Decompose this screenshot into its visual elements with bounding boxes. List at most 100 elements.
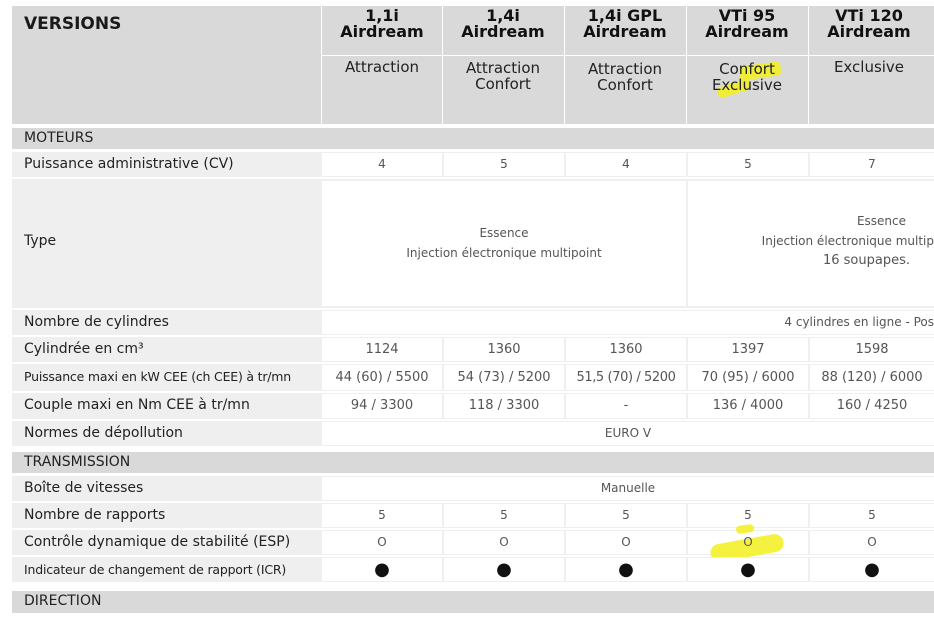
column-divider	[564, 6, 565, 124]
model-name: 1,1i	[365, 8, 399, 25]
value-cell: EURO V	[322, 422, 934, 445]
row-label: Puissance administrative (CV)	[24, 156, 234, 172]
trim-name: Confort	[475, 75, 531, 93]
section-direction: DIRECTION	[12, 591, 934, 613]
value-cell-highlighted: O	[688, 523, 808, 564]
value-cell: 5	[444, 504, 564, 527]
row-icr: Indicateur de changement de rapport (ICR…	[12, 557, 934, 582]
type-cell-left: Essence Injection électronique multipoin…	[322, 181, 686, 306]
row-cylindree: Cylindrée en cm³ 1124 1360 1360 1397 159…	[12, 337, 934, 362]
row-nombre-cylindres: Nombre de cylindres 4 cylindres en ligne…	[12, 310, 934, 335]
value-cell: 1124	[322, 338, 442, 361]
value-cell: ●	[566, 558, 686, 581]
value-cell: 94 / 3300	[322, 394, 442, 418]
trim-name: Confort	[597, 76, 653, 94]
model-column-5: VTi 120 Airdream Exclusive	[809, 8, 929, 118]
trim-name: Attraction	[587, 60, 663, 78]
value-cell: 1360	[566, 338, 686, 361]
value-cell: 4	[322, 153, 442, 176]
header-divider	[322, 55, 934, 56]
value-cell: 4 cylindres en ligne - Pos	[322, 311, 934, 334]
row-label: Contrôle dynamique de stabilité (ESP)	[24, 534, 291, 550]
model-line: Airdream	[583, 22, 667, 41]
type-line: Injection électronique multip	[761, 234, 934, 248]
model-name: VTi 120	[835, 8, 903, 25]
trim-list: Exclusive	[809, 59, 929, 75]
trim-name: Confort	[719, 60, 775, 78]
trim-list: Attraction	[322, 59, 442, 75]
type-line: Injection électronique multipoint	[406, 246, 602, 260]
model-line: Airdream	[827, 22, 911, 41]
trim-name: Attraction	[344, 58, 420, 76]
row-puissance-administrative: Puissance administrative (CV) 4 5 4 5 7	[12, 152, 934, 177]
value-cell: 5	[444, 153, 564, 176]
value-text: O	[743, 535, 753, 549]
model-name: VTi 95	[718, 8, 776, 25]
value-cell: 51,5 (70) / 5200	[566, 365, 686, 390]
value-cell: ●	[322, 558, 442, 581]
value-cell: 118 / 3300	[444, 394, 564, 418]
versions-title: VERSIONS	[24, 14, 122, 34]
row-label: Nombre de cylindres	[24, 314, 169, 330]
type-line: 16 soupapes.	[822, 253, 910, 268]
row-label: Cylindrée en cm³	[24, 341, 144, 357]
type-line: Essence	[856, 214, 906, 228]
model-column-3: 1,4i GPL Airdream Attraction Confort	[565, 8, 685, 118]
section-title: MOTEURS	[24, 130, 94, 146]
model-column-1: 1,1i Airdream Attraction	[322, 8, 442, 118]
row-esp: Contrôle dynamique de stabilité (ESP) O …	[12, 523, 934, 564]
model-line: Airdream	[705, 22, 789, 41]
highlight-mark	[735, 523, 755, 535]
type-text: Essence Injection électronique multipoin…	[322, 223, 686, 263]
section-transmission: TRANSMISSION	[12, 452, 934, 473]
value-cell: ●	[444, 558, 564, 581]
value-cell: 88 (120) / 6000	[810, 365, 934, 390]
value-cell: O	[322, 531, 442, 554]
section-title: DIRECTION	[24, 593, 102, 609]
row-puissance-maxi: Puissance maxi en kW CEE (ch CEE) à tr/m…	[12, 364, 934, 391]
model-column-2: 1,4i Airdream Attraction Confort	[443, 8, 563, 118]
value-cell: 5	[688, 153, 808, 176]
section-title: TRANSMISSION	[24, 454, 131, 470]
section-moteurs: MOTEURS	[12, 128, 934, 149]
value-cell: Manuelle	[322, 477, 934, 500]
value-cell: O	[566, 531, 686, 554]
row-couple-maxi: Couple maxi en Nm CEE à tr/mn 94 / 3300 …	[12, 393, 934, 419]
row-boite-vitesses: Boîte de vitesses Manuelle	[12, 476, 934, 501]
value-cell: 136 / 4000	[688, 394, 808, 418]
row-label: Puissance maxi en kW CEE (ch CEE) à tr/m…	[24, 369, 291, 384]
type-text: Essence Injection électronique multip 16…	[688, 211, 934, 271]
value-cell: 5	[810, 504, 934, 527]
column-divider	[442, 6, 443, 124]
value-cell: O	[810, 531, 934, 554]
value-cell: 54 (73) / 5200	[444, 365, 564, 390]
trim-list: Confort Exclusive	[687, 61, 807, 93]
value-cell: 70 (95) / 6000	[688, 365, 808, 390]
row-type: Type Essence Injection électronique mult…	[12, 179, 934, 308]
row-label: Boîte de vitesses	[24, 480, 144, 496]
value-cell: 44 (60) / 5500	[322, 365, 442, 390]
trim-name: Exclusive	[833, 58, 905, 76]
row-label: Type	[24, 233, 57, 249]
row-label: Indicateur de changement de rapport (ICR…	[24, 562, 287, 577]
value-cell: -	[566, 394, 686, 418]
value-cell: 7	[810, 153, 934, 176]
value-cell: 1360	[444, 338, 564, 361]
value-cell: 1598	[810, 338, 934, 361]
column-divider	[808, 6, 809, 124]
model-column-4: VTi 95 Airdream Confort Exclusive	[687, 8, 807, 118]
model-line: Airdream	[461, 22, 545, 41]
type-line: Essence	[479, 226, 529, 240]
row-normes-depollution: Normes de dépollution EURO V	[12, 421, 934, 446]
model-name: 1,4i	[486, 8, 520, 25]
row-label: Couple maxi en Nm CEE à tr/mn	[24, 397, 250, 413]
type-cell-right: Essence Injection électronique multip 16…	[688, 181, 934, 306]
value-cell: ●	[810, 558, 934, 581]
value-cell: 5	[322, 504, 442, 527]
row-label: Nombre de rapports	[24, 507, 166, 523]
value-cell: 5	[566, 504, 686, 527]
column-divider	[686, 6, 687, 124]
value-cell: 4	[566, 153, 686, 176]
value-cell: 1397	[688, 338, 808, 361]
